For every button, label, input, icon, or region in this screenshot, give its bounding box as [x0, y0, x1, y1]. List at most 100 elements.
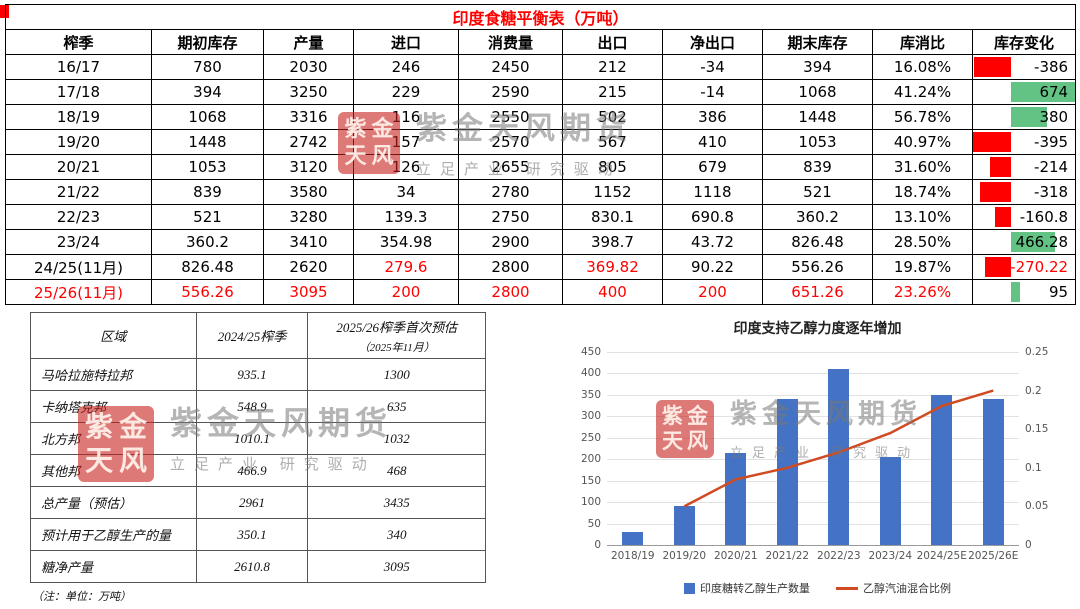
balance-cell: 2620 — [263, 254, 354, 280]
left-axis-tick-label: 400 — [580, 367, 601, 380]
balance-cell: 246 — [353, 54, 459, 80]
balance-cell: 19/20 — [5, 129, 152, 155]
region-header-row: 区域 2024/25榨季 2025/26榨季首次预估 （2025年11月） — [30, 312, 486, 359]
chart-gridline — [607, 394, 1019, 396]
balance-row: 17/18 394 3250 229 2590 215 -14 1068 41.24% 674 — [5, 79, 1077, 105]
balance-cell: 2780 — [458, 179, 563, 205]
balance-cell: 215 — [562, 79, 663, 105]
region-col-header-2025-26-line1: 2025/26榨季首次预估 — [336, 319, 457, 335]
chart-gridline — [607, 352, 1019, 353]
balance-cell: 2655 — [458, 154, 563, 180]
stock-change-cell: 380 — [971, 104, 1077, 130]
balance-cell: 2900 — [458, 229, 563, 255]
region-name: 卡纳塔克邦 — [30, 390, 197, 423]
balance-cell: 126 — [353, 154, 459, 180]
region-row: 总产量（预估） 2961 3435 — [30, 486, 486, 519]
ethanol-production-bar — [879, 457, 901, 545]
chart-gridline — [607, 459, 1019, 461]
balance-cell: 2550 — [458, 104, 563, 130]
balance-cell: 3120 — [263, 154, 354, 180]
x-axis-tick-label: 2020/21 — [713, 550, 758, 562]
balance-cell: 19.87% — [872, 254, 973, 280]
balance-cell: 2750 — [458, 204, 563, 230]
balance-cell: 2742 — [263, 129, 354, 155]
balance-cell: 116 — [353, 104, 459, 130]
stock-change-cell: 95 — [971, 279, 1077, 305]
balance-cell: 212 — [562, 54, 663, 80]
x-axis-tick-label: 2023/24 — [868, 550, 913, 562]
ethanol-chart: 印度支持乙醇力度逐年增加 0 50 100 150 200 250 300 350 400 450… — [565, 308, 1070, 604]
balance-cell: 25/26(11月) — [5, 279, 152, 305]
balance-column-header: 出口 — [562, 29, 663, 55]
balance-cell: 839 — [762, 154, 873, 180]
balance-cell: 3095 — [263, 279, 354, 305]
balance-cell: 394 — [151, 79, 264, 105]
balance-row: 23/24 360.2 3410 354.98 2900 398.7 43.72 826.48… — [5, 229, 1077, 255]
balance-cell: 679 — [662, 154, 763, 180]
balance-cell: 1152 — [562, 179, 663, 205]
right-axis-tick-label: 0.05 — [1025, 500, 1049, 513]
balance-cell: 1053 — [151, 154, 264, 180]
balance-cell: 651.26 — [762, 279, 873, 305]
balance-cell: 1448 — [151, 129, 264, 155]
balance-header-row: 榨季 期初库存 产量 进口 消费量 出口 净出口 期末库存 库消比 库存变化 — [5, 29, 1077, 55]
balance-cell: 40.97% — [872, 129, 973, 155]
balance-column-header: 进口 — [353, 29, 459, 55]
x-axis-tick-label: 2022/23 — [816, 550, 861, 562]
balance-table-body: 16/17 780 2030 246 2450 212 -34 394 16.08% -386 17… — [5, 54, 1077, 305]
balance-cell: 17/18 — [5, 79, 152, 105]
region-row: 其他邦 466.9 468 — [30, 454, 486, 487]
chart-gridline — [607, 416, 1019, 418]
balance-row: 16/17 780 2030 246 2450 212 -34 394 16.08% -386 — [5, 54, 1077, 80]
balance-cell: 34 — [353, 179, 459, 205]
ethanol-production-bar — [931, 394, 953, 545]
balance-cell: 826.48 — [762, 229, 873, 255]
balance-cell: 3410 — [263, 229, 354, 255]
balance-cell: 1068 — [762, 79, 873, 105]
blend-ratio-line — [683, 389, 994, 508]
india-sugar-balance-table: 印度食糖平衡表（万吨） 榨季 期初库存 产量 进口 消费量 出口 净出口 期末库存 库消比 库存变… — [4, 4, 1077, 305]
right-axis-tick-label: 0.15 — [1025, 423, 1049, 436]
x-axis-tick-label: 2025/26E — [968, 550, 1019, 562]
balance-column-header: 库存变化 — [971, 29, 1077, 55]
x-axis-tick-label: 2021/22 — [765, 550, 810, 562]
balance-cell: 1118 — [662, 179, 763, 205]
balance-cell: 16.08% — [872, 54, 973, 80]
balance-row: 18/19 1068 3316 116 2550 502 386 1448 56.78% 380 — [5, 104, 1077, 130]
region-table-note: （注：单位：万吨） — [32, 591, 131, 603]
ethanol-production-bar — [725, 452, 747, 545]
balance-row: 22/23 521 3280 139.3 2750 830.1 690.8 360.2 13.1… — [5, 204, 1077, 230]
region-col-header-area: 区域 — [30, 312, 197, 359]
balance-cell: 400 — [562, 279, 663, 305]
balance-cell: 18.74% — [872, 179, 973, 205]
stock-change-data-bar — [1010, 107, 1047, 127]
balance-cell: 830.1 — [562, 204, 663, 230]
x-axis-tick-label: 2018/19 — [610, 550, 655, 562]
region-value: 2610.8 — [195, 550, 309, 583]
left-axis-tick-label: 350 — [580, 388, 601, 401]
balance-row: 20/21 1053 3120 126 2655 805 679 839 31.60% -214 — [5, 154, 1077, 180]
balance-cell: 23.26% — [872, 279, 973, 305]
ethanol-production-bar — [673, 506, 695, 545]
balance-cell: 56.78% — [872, 104, 973, 130]
x-axis-tick-label: 2024/25E — [916, 550, 967, 562]
balance-cell: 279.6 — [353, 254, 459, 280]
stock-change-data-bar — [984, 257, 1011, 277]
balance-cell: 2800 — [458, 279, 563, 305]
left-axis-tick-label: 450 — [580, 346, 601, 358]
region-table-body: 马哈拉施特拉邦 935.1 1300 卡纳塔克邦 548.9 635 北方邦 1010.1 10… — [30, 358, 486, 583]
stock-change-value: -386 — [1034, 58, 1069, 76]
stock-change-cell: -395 — [971, 129, 1077, 155]
stock-change-data-bar — [1010, 82, 1075, 102]
balance-cell: 1053 — [762, 129, 873, 155]
balance-row: 24/25(11月) 826.48 2620 279.6 2800 369.82 90.22… — [5, 254, 1077, 280]
balance-cell: 2030 — [263, 54, 354, 80]
stock-change-cell: -386 — [971, 54, 1077, 80]
stock-change-value: -318 — [1034, 183, 1069, 201]
stock-change-data-bar — [1010, 232, 1056, 252]
balance-cell: 2570 — [458, 129, 563, 155]
region-value: 3095 — [307, 550, 486, 583]
balance-cell: 21/22 — [5, 179, 152, 205]
balance-cell: 805 — [562, 154, 663, 180]
